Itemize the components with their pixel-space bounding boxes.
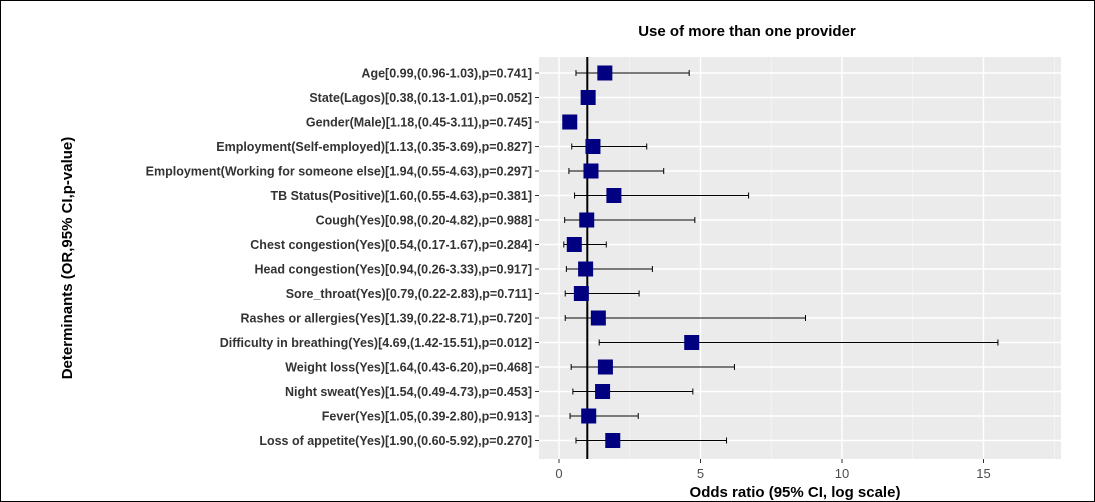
or-marker xyxy=(566,237,582,252)
x-axis-title: Odds ratio (95% CI, log scale) xyxy=(690,484,901,501)
row-label: Weight loss(Yes)[1.64,(0.43-6.20),p=0.46… xyxy=(285,361,532,375)
marker-layer xyxy=(562,65,700,448)
plot-panel xyxy=(539,57,1061,459)
row-label: Sore_throat(Yes)[0.79,(0.22-2.83),p=0.71… xyxy=(286,287,532,301)
row-label: Chest congestion(Yes)[0.54,(0.17-1.67),p… xyxy=(250,238,532,252)
chart-title: Use of more than one provider xyxy=(638,23,856,40)
or-marker xyxy=(579,212,595,228)
x-tick-label: 15 xyxy=(976,466,990,481)
row-label: Cough(Yes)[0.98,(0.20-4.82),p=0.988] xyxy=(316,214,532,228)
or-marker xyxy=(583,163,599,179)
y-axis-title: Determinants (OR,95% CI,p-value) xyxy=(59,137,76,380)
row-label: Fever(Yes)[1.05,(0.39-2.80),p=0.913] xyxy=(322,410,532,424)
row-label: Rashes or allergies(Yes)[1.39,(0.22-8.71… xyxy=(241,312,532,326)
or-marker xyxy=(597,359,613,375)
or-marker xyxy=(606,188,622,203)
row-label: Employment(Working for someone else)[1.9… xyxy=(146,165,532,179)
row-label: Difficulty in breathing(Yes)[4.69,(1.42-… xyxy=(220,336,532,350)
or-marker xyxy=(573,286,589,301)
row-label: Employment(Self-employed)[1.13,(0.35-3.6… xyxy=(216,140,532,154)
row-label: TB Status(Positive)[1.60,(0.55-4.63),p=0… xyxy=(270,189,532,203)
row-label-layer: Age[0.99,(0.96-1.03),p=0.741] State(Lagos… xyxy=(146,67,532,449)
or-marker xyxy=(590,310,606,326)
row-label: Gender(Male)[1.18,(0.45-3.11),p=0.745] xyxy=(306,116,532,130)
or-marker xyxy=(597,65,613,81)
x-tick-label: 5 xyxy=(697,466,704,481)
or-marker xyxy=(585,139,601,154)
axis-ticks xyxy=(535,72,984,463)
or-marker xyxy=(580,90,596,105)
x-tick-label: 0 xyxy=(555,466,562,481)
or-marker xyxy=(578,261,594,277)
or-marker xyxy=(684,335,700,350)
row-label: Loss of appetite(Yes)[1.90,(0.60-5.92),p… xyxy=(259,434,532,448)
row-label: Night sweat(Yes)[1.54,(0.49-4.73),p=0.45… xyxy=(285,385,532,399)
or-marker xyxy=(595,384,611,399)
or-marker xyxy=(605,433,621,448)
or-marker xyxy=(581,408,597,424)
row-label: State(Lagos)[0.38,(0.13-1.01),p=0.052] xyxy=(309,91,532,105)
row-label: Age[0.99,(0.96-1.03),p=0.741] xyxy=(361,67,532,81)
or-marker xyxy=(562,114,578,130)
row-label: Head congestion(Yes)[0.94,(0.26-3.33),p=… xyxy=(254,263,532,277)
x-tick-label: 10 xyxy=(835,466,849,481)
x-tick-label-layer: 0 5 10 15 xyxy=(555,466,990,481)
